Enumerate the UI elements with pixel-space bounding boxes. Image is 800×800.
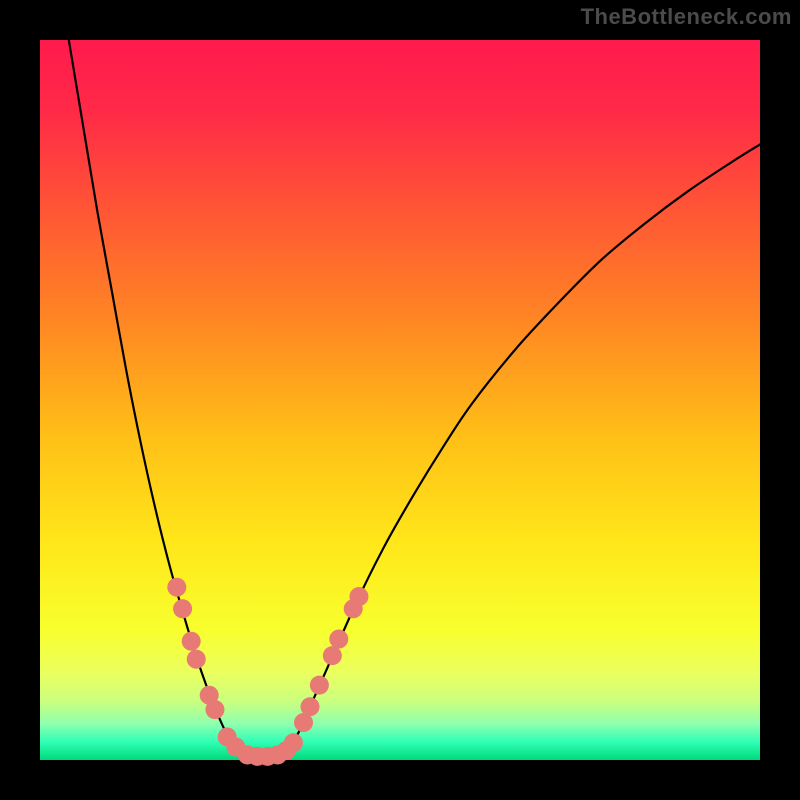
bottleneck-chart-svg — [0, 0, 800, 800]
data-marker — [349, 587, 368, 606]
data-marker — [205, 700, 224, 719]
plot-background — [40, 40, 760, 760]
data-marker — [301, 697, 320, 716]
data-marker — [167, 578, 186, 597]
watermark-text: TheBottleneck.com — [581, 4, 792, 30]
chart-frame: TheBottleneck.com — [0, 0, 800, 800]
data-marker — [284, 733, 303, 752]
data-marker — [329, 630, 348, 649]
data-marker — [187, 650, 206, 669]
data-marker — [310, 676, 329, 695]
data-marker — [182, 632, 201, 651]
data-marker — [173, 599, 192, 618]
data-marker — [323, 646, 342, 665]
